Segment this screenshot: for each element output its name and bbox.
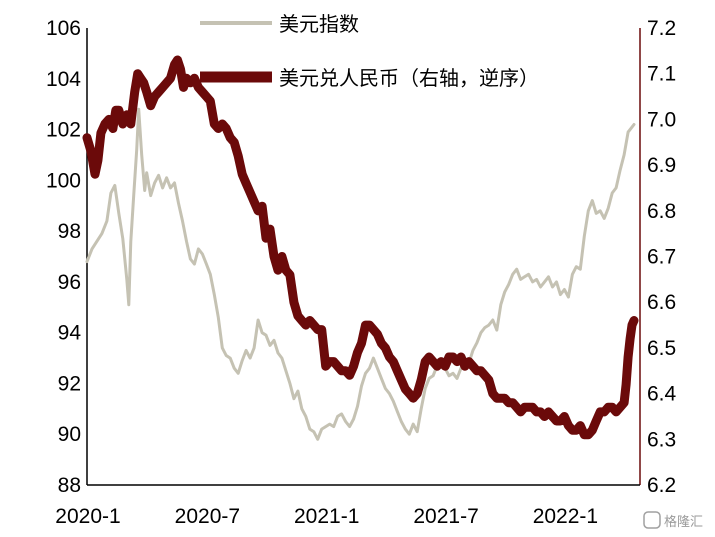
x-tick-label: 2021-1: [294, 505, 359, 528]
x-tick-label: 2022-1: [533, 505, 598, 528]
right-tick-label: 6.5: [647, 337, 676, 360]
x-tick-label: 2020-7: [175, 505, 240, 528]
left-axis-tick-labels: 106 104 102 100 98 96 94 92 90 88: [46, 17, 81, 497]
right-tick-label: 6.4: [647, 383, 677, 406]
series-line-usd-index: [85, 107, 636, 441]
watermark-text: 格隆汇: [664, 514, 703, 530]
x-axis: 2020-1 2020-7 2021-1 2021-7 2022-1: [55, 484, 640, 528]
x-tick-label: 2020-1: [55, 505, 120, 528]
right-axis-tick-labels: 7.2 7.1 7.0 6.9 6.8 6.7 6.6 6.5 6.4 6.3 6.2: [647, 17, 677, 497]
right-tick-label: 6.6: [647, 291, 676, 314]
left-tick-label: 90: [58, 423, 81, 446]
right-tick-label: 7.0: [647, 108, 676, 131]
series-layer: [82, 55, 639, 441]
left-tick-label: 98: [58, 220, 81, 243]
right-tick-label: 7.2: [647, 17, 676, 40]
legend: 美元指数 美元兑人民币（右轴，逆序）: [200, 12, 539, 90]
left-tick-label: 88: [58, 474, 81, 497]
watermark-logo: 格隆汇: [643, 511, 703, 530]
right-tick-label: 6.9: [647, 154, 676, 177]
x-tick-label: 2021-7: [413, 505, 478, 528]
left-tick-label: 100: [46, 169, 81, 192]
right-tick-label: 6.2: [647, 474, 676, 497]
legend-label-usd-cny: 美元兑人民币（右轴，逆序）: [279, 66, 539, 90]
left-tick-label: 96: [58, 271, 81, 294]
left-tick-label: 102: [46, 119, 81, 142]
right-tick-label: 6.8: [647, 200, 676, 223]
left-tick-label: 104: [46, 68, 81, 91]
left-tick-label: 106: [46, 17, 81, 40]
left-tick-label: 92: [58, 372, 81, 395]
x-axis-tick-labels: 2020-1 2020-7 2021-1 2021-7 2022-1: [55, 505, 598, 528]
left-tick-label: 94: [58, 322, 82, 345]
right-tick-label: 7.1: [647, 63, 676, 86]
right-y-axis: 7.2 7.1 7.0 6.9 6.8 6.7 6.6 6.5 6.4 6.3 6.2: [639, 17, 677, 497]
watermark-badge-icon: [643, 511, 661, 529]
left-y-axis: 106 104 102 100 98 96 94 92 90 88: [46, 17, 88, 497]
right-tick-label: 6.3: [647, 428, 676, 451]
right-tick-label: 6.7: [647, 246, 676, 269]
legend-label-usd-index: 美元指数: [279, 12, 359, 36]
series-line-usd-cny: [82, 55, 639, 440]
